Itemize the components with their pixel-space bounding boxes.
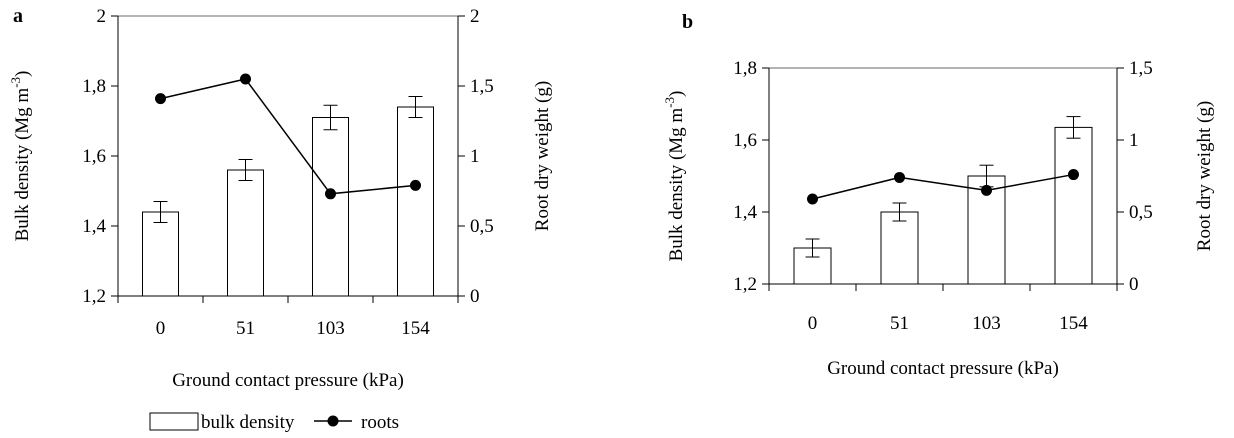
- panel-label: b: [682, 11, 693, 33]
- point-roots: [894, 171, 905, 183]
- y-tick-label-left: 1,4: [82, 216, 106, 237]
- x-tick-label: 51: [890, 313, 909, 334]
- y-axis-title-left-main: Bulk density (Mg m: [666, 108, 687, 262]
- x-tick-label: 0: [156, 318, 166, 339]
- line-roots: [160, 78, 416, 195]
- point-roots: [410, 179, 421, 191]
- y-axis-title-left-sup: -3: [8, 77, 23, 88]
- y-tick-label-right: 2: [470, 6, 480, 27]
- point-roots: [807, 193, 818, 205]
- legend-bar-label: bulk density: [201, 412, 295, 433]
- y-axis-title-right: Root dry weight (g): [532, 81, 553, 231]
- bar-bulk-density: [880, 211, 919, 285]
- line-roots: [812, 173, 1074, 200]
- y-tick-label-left: 1,6: [82, 146, 106, 167]
- x-tick-label: 103: [316, 318, 345, 339]
- point-roots: [981, 184, 992, 196]
- y-tick-label-left: 1,8: [733, 58, 757, 79]
- x-tick-label: 154: [401, 318, 430, 339]
- y-axis-title-left: Bulk density (Mg m-3): [8, 71, 33, 242]
- y-tick-label-left: 1,2: [82, 286, 106, 307]
- x-tick-label: 51: [236, 318, 255, 339]
- panel-a: a 1,2 1,4 1,6 1,8 2 0 0,5 1 1,5 2 0 51 103 154 Ground c…: [8, 5, 553, 391]
- point-roots: [1068, 169, 1079, 181]
- y-tick-label-left: 1,6: [733, 130, 757, 151]
- point-roots: [155, 93, 166, 105]
- x-tick-label: 0: [808, 313, 818, 334]
- panel-b: b 1,2 1,4 1,6 1,8 0 0,5 1 1,5 0 51 103 154 Ground con…: [662, 11, 1215, 379]
- legend-line-label: roots: [361, 412, 399, 433]
- bar-bulk-density: [227, 169, 264, 297]
- y-axis-title-left-end: ): [666, 91, 687, 97]
- x-axis-title: Ground contact pressure (kPa): [827, 358, 1059, 379]
- y-axis-title-left-sup: -3: [662, 97, 677, 108]
- point-roots: [325, 188, 336, 200]
- y-tick-label-left: 1,2: [733, 274, 757, 295]
- point-roots: [240, 73, 251, 85]
- y-tick-label-right: 1: [470, 146, 480, 167]
- panel-label: a: [13, 5, 23, 27]
- y-tick-label-right: 1: [1129, 130, 1139, 151]
- y-tick-label-right: 0: [470, 286, 480, 307]
- y-tick-label-left: 2: [97, 6, 107, 27]
- y-tick-label-left: 1,4: [733, 202, 757, 223]
- y-tick-label-right: 0: [1129, 274, 1139, 295]
- x-axis-title: Ground contact pressure (kPa): [172, 370, 404, 391]
- y-tick-label-right: 0,5: [1129, 202, 1153, 223]
- x-tick-label: 103: [972, 313, 1001, 334]
- bar-bulk-density: [1054, 126, 1093, 285]
- y-tick-label-right: 0,5: [470, 216, 494, 237]
- y-tick-label-right: 1,5: [470, 76, 494, 97]
- legend-bar-swatch: [149, 412, 199, 431]
- bar-bulk-density: [142, 211, 179, 297]
- bar-bulk-density: [312, 117, 349, 297]
- y-axis-title-right: Root dry weight (g): [1194, 101, 1215, 251]
- legend: bulk density roots: [149, 412, 399, 433]
- x-tick-label: 154: [1059, 313, 1088, 334]
- y-tick-label-left: 1,8: [82, 76, 106, 97]
- y-axis-title-left-main: Bulk density (Mg m: [12, 88, 33, 242]
- legend-line-marker: [327, 415, 339, 427]
- y-tick-label-right: 1,5: [1129, 58, 1153, 79]
- y-axis-title-left-end: ): [12, 71, 33, 77]
- y-axis-title-left: Bulk density (Mg m-3): [662, 91, 687, 262]
- bar-bulk-density: [397, 106, 434, 297]
